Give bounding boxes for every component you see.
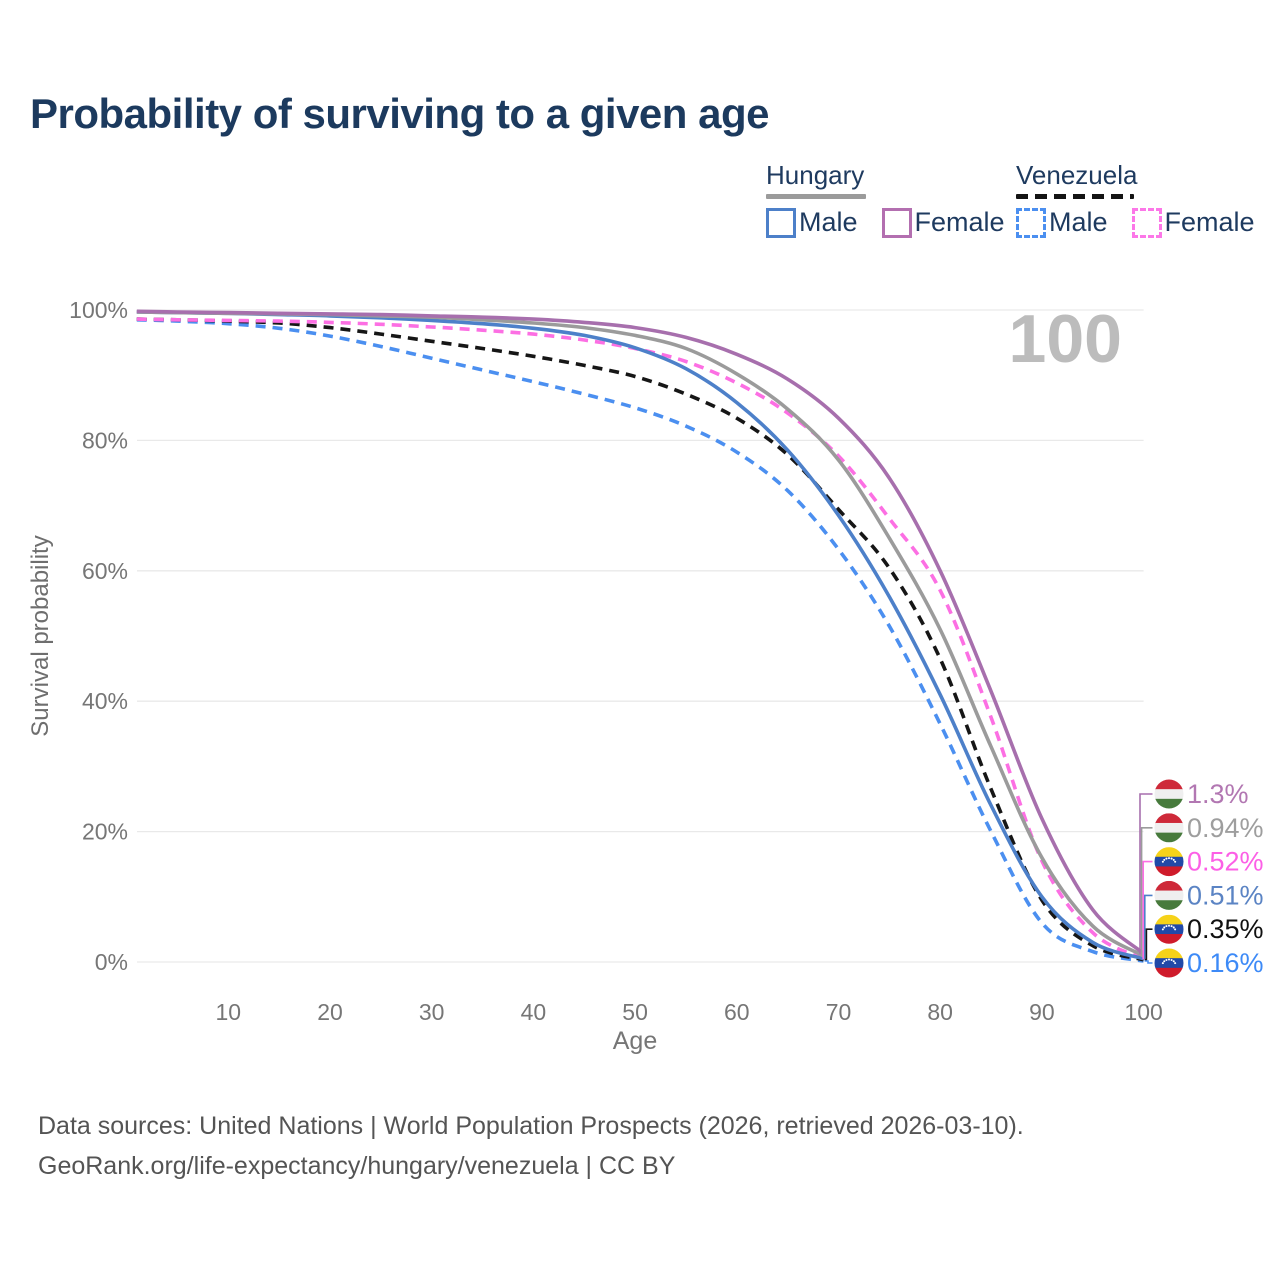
legend-item-venezuela-female-label: Female [1164,207,1255,237]
series-line-venezuela-mean[interactable] [136,317,1145,962]
x-axis-label: Age [613,1027,657,1055]
x-tick-100: 100 [1124,999,1162,1025]
footer-line-2: GeoRank.org/life-expectancy/hungary/vene… [38,1152,676,1180]
y-tick-40: 40% [82,688,128,714]
end-label-connector-hungary-male [1144,894,1153,960]
end-label-hungary-female: 1.3% [1139,779,1249,955]
y-tick-20: 20% [82,819,128,845]
end-label-connector-venezuela-male [1144,960,1153,964]
end-label-value-venezuela-female: 0.52% [1187,847,1264,877]
y-axis-label: Survival probability [27,535,54,736]
hungary-flag-icon [1154,813,1184,843]
end-label-value-venezuela-mean: 0.35% [1187,914,1264,944]
x-tick-60: 60 [724,999,750,1025]
legend-header-venezuela[interactable]: Venezuela [1016,160,1255,199]
end-label-venezuela-mean: 0.35% [1144,914,1264,961]
legend-header-hungary[interactable]: Hungary [766,160,1005,199]
end-label-value-hungary-female: 1.3% [1187,779,1249,809]
end-label-value-hungary-mean: 0.94% [1187,813,1264,843]
series-line-venezuela-female[interactable] [136,317,1145,961]
legend-item-hungary-female-label: Female [914,207,1005,237]
data-sources-footer: Data sources: United Nations | World Pop… [38,1106,1024,1186]
x-tick-70: 70 [826,999,852,1025]
end-label-hungary-male: 0.51% [1144,880,1264,960]
x-tick-10: 10 [216,999,242,1025]
x-tick-30: 30 [419,999,445,1025]
venezuela-flag-icon [1154,948,1184,978]
legend-item-venezuela-male[interactable]: Male [1016,207,1108,238]
legend-item-hungary-male-label: Male [799,207,858,237]
series-line-venezuela-male[interactable] [136,318,1144,963]
legend-header-venezuela-label: Venezuela [1016,160,1138,190]
end-label-venezuela-female: 0.52% [1142,847,1264,960]
x-tick-20: 20 [317,999,343,1025]
series-line-hungary-female[interactable] [136,309,1145,955]
y-tick-100: 100% [69,297,128,323]
hungary-female-swatch [881,207,912,238]
hungary-solid-line-sample [766,194,866,199]
legend-item-venezuela-female[interactable]: Female [1131,207,1255,238]
y-tick-60: 60% [82,558,128,584]
legend-group-hungary: Hungary Male Female [766,160,1005,238]
x-tick-40: 40 [521,999,547,1025]
x-tick-50: 50 [622,999,648,1025]
venezuela-female-swatch [1131,207,1162,238]
age-watermark: 100 [1009,301,1122,377]
legend-group-venezuela: Venezuela Male Female [1016,160,1255,238]
hungary-male-swatch [766,207,796,238]
y-tick-0: 0% [95,949,128,975]
hungary-flag-icon [1154,779,1184,809]
legend-header-hungary-label: Hungary [766,160,865,190]
venezuela-flag-icon [1154,914,1184,944]
hungary-flag-icon [1154,880,1184,910]
legend-item-hungary-female[interactable]: Female [881,207,1005,238]
legend-item-hungary-male[interactable]: Male [766,207,858,238]
end-label-connector-venezuela-female [1142,860,1153,960]
end-label-connector-venezuela-mean [1144,928,1153,961]
x-tick-90: 90 [1029,999,1055,1025]
footer-line-1: Data sources: United Nations | World Pop… [38,1112,1024,1140]
x-tick-80: 80 [927,999,953,1025]
end-label-hungary-mean: 0.94% [1140,813,1264,957]
venezuela-dashed-line-sample [1016,194,1134,199]
venezuela-male-swatch [1016,207,1046,238]
legend-item-venezuela-male-label: Male [1049,207,1108,237]
end-label-venezuela-male: 0.16% [1144,948,1264,978]
end-label-value-hungary-male: 0.51% [1187,880,1264,910]
end-label-value-venezuela-male: 0.16% [1187,948,1264,978]
venezuela-flag-icon [1154,847,1184,877]
page-title: Probability of surviving to a given age [30,90,769,137]
y-tick-80: 80% [82,427,128,453]
